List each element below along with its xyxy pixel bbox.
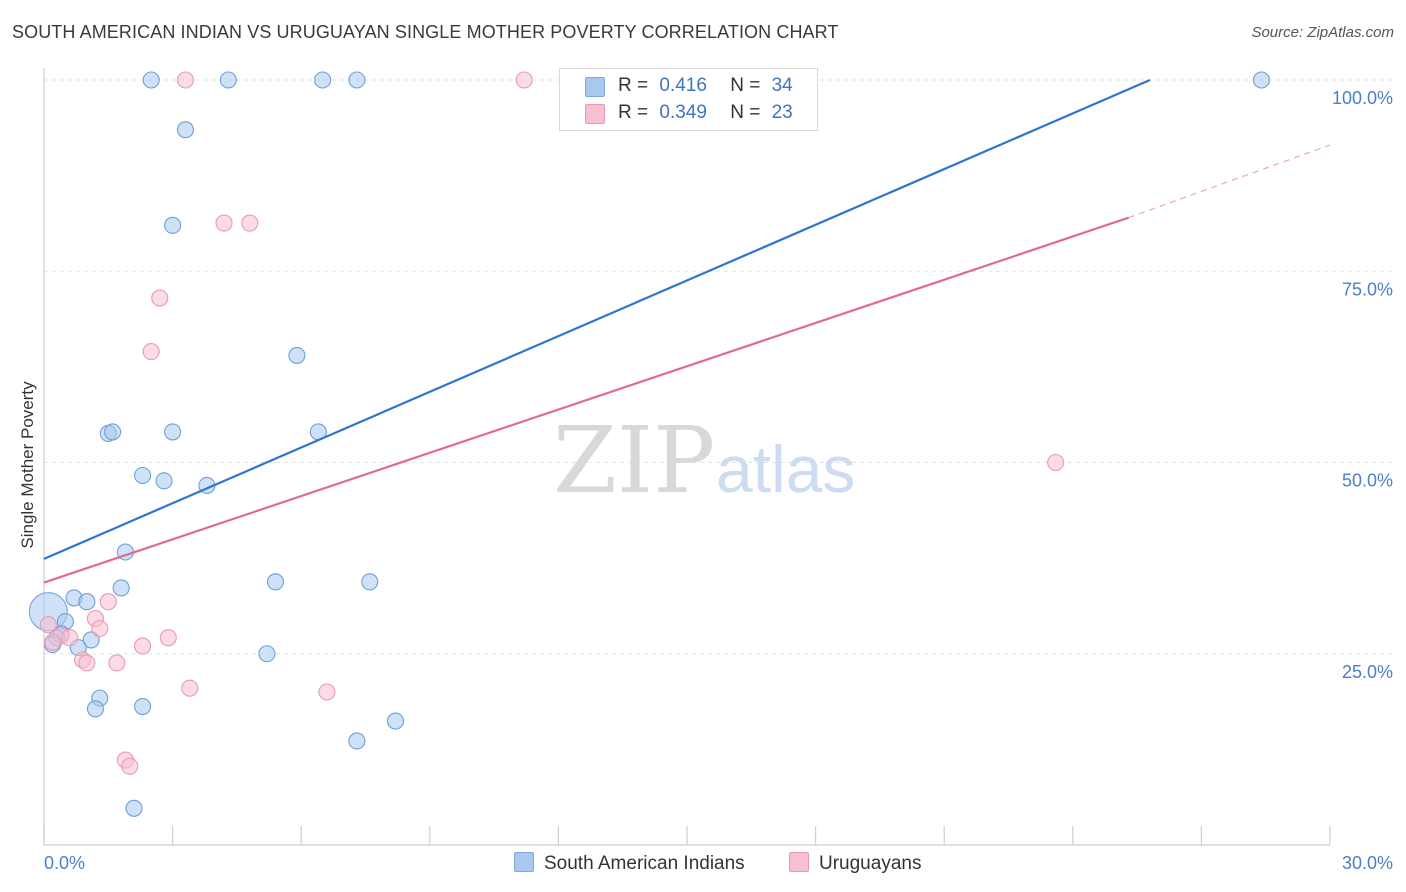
legend-swatch-blue <box>514 852 534 872</box>
data-point <box>314 71 332 89</box>
trend-lines <box>43 78 1331 584</box>
data-point <box>91 619 109 638</box>
data-point <box>61 629 79 647</box>
data-point <box>1047 453 1065 472</box>
data-point <box>155 472 173 490</box>
trend-line-extension <box>1128 144 1331 219</box>
n-value: 34 <box>771 75 793 96</box>
data-point <box>112 579 130 597</box>
legend-swatch-pink <box>585 104 605 124</box>
tick-labels: 25.0% 50.0% 75.0% 100.0% 0.0% 30.0% <box>44 88 1393 873</box>
legend-item-south-american-indians[interactable]: South American Indians <box>514 852 745 875</box>
data-point <box>176 71 195 89</box>
r-value: 0.416 <box>659 75 707 96</box>
data-point <box>104 423 122 441</box>
r-label: R = <box>618 75 649 96</box>
data-point <box>164 423 182 441</box>
legend-label: South American Indians <box>544 853 745 874</box>
data-point <box>1252 71 1270 89</box>
y-tick-label: 100.0% <box>1332 88 1393 108</box>
data-point <box>134 697 152 716</box>
data-point <box>288 346 306 364</box>
stats-legend: R = 0.416 N = 34 R = 0.349 N = 23 <box>559 68 818 131</box>
watermark: ZIP atlas <box>553 407 855 514</box>
grid <box>44 79 1392 655</box>
legend-swatch-blue <box>585 77 605 97</box>
watermark-atlas: atlas <box>716 432 855 506</box>
y-tick-label: 75.0% <box>1342 279 1393 299</box>
data-point <box>361 573 379 591</box>
data-point <box>142 343 160 361</box>
y-tick-label: 50.0% <box>1342 471 1393 491</box>
data-point <box>121 757 139 775</box>
data-point <box>318 683 336 701</box>
x-tick-label: 30.0% <box>1342 853 1393 873</box>
source-label: Source: ZipAtlas.com <box>1251 24 1394 41</box>
watermark-zip: ZIP <box>553 407 715 514</box>
trend-line <box>43 216 1129 584</box>
data-point <box>386 712 405 730</box>
data-point <box>142 71 160 89</box>
data-point <box>241 214 259 232</box>
n-value: 23 <box>771 102 793 123</box>
data-point <box>78 593 96 611</box>
data-point <box>151 289 169 307</box>
stats-text: R = 0.416 N = 34 <box>618 75 793 97</box>
data-point <box>108 654 126 672</box>
data-point <box>134 637 152 655</box>
n-label: N = <box>730 75 761 96</box>
data-point <box>134 466 152 485</box>
data-point <box>348 71 366 89</box>
data-point <box>159 629 177 647</box>
x-tick-label: 0.0% <box>44 853 85 873</box>
trend-line <box>43 78 1151 560</box>
data-point <box>176 121 195 139</box>
y-tick-label: 25.0% <box>1342 662 1393 682</box>
data-point <box>78 654 96 672</box>
legend-swatch-pink <box>789 852 809 872</box>
data-point <box>348 732 366 750</box>
data-point <box>82 631 100 649</box>
chart-title: SOUTH AMERICAN INDIAN VS URUGUAYAN SINGL… <box>12 22 839 42</box>
data-point <box>86 700 104 718</box>
axes <box>43 68 1331 846</box>
data-point <box>266 573 285 591</box>
legend-item-uruguayans[interactable]: Uruguayans <box>789 852 921 875</box>
data-point <box>219 71 237 89</box>
r-value: 0.349 <box>659 102 707 123</box>
data-point <box>99 593 117 611</box>
data-point <box>181 679 199 697</box>
stats-text: R = 0.349 N = 23 <box>618 102 793 124</box>
series-legend: South American Indians Uruguayans <box>0 852 1406 878</box>
r-label: R = <box>618 102 649 123</box>
data-point <box>515 71 533 89</box>
data-points <box>28 71 1270 817</box>
n-label: N = <box>730 102 761 123</box>
data-point <box>44 633 62 651</box>
data-point <box>39 616 57 634</box>
legend-label: Uruguayans <box>819 853 922 874</box>
data-point <box>125 799 143 817</box>
data-point <box>258 645 276 663</box>
data-point <box>215 214 233 232</box>
data-point <box>164 216 182 234</box>
